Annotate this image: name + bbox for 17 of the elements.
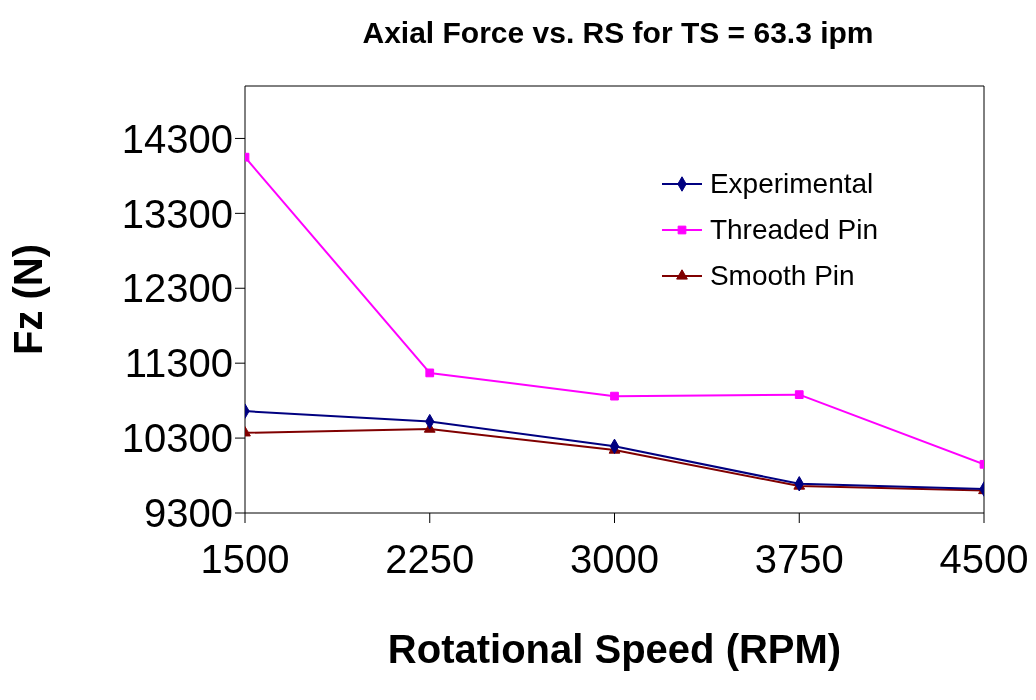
chart-title: Axial Force vs. RS for TS = 63.3 ipm <box>361 16 875 50</box>
y-tick-label: 10300 <box>121 416 233 461</box>
x-tick-label: 1500 <box>200 537 290 582</box>
y-tick-label: 14300 <box>121 116 233 161</box>
x-axis-title: Rotational Speed (RPM) <box>387 627 842 671</box>
legend-label: Smooth Pin <box>709 260 855 292</box>
y-tick-label: 9300 <box>144 491 233 536</box>
y-axis-title: Fz (N) <box>6 243 51 356</box>
x-tick-label: 2250 <box>385 537 475 582</box>
x-tick-label: 3750 <box>754 537 844 582</box>
y-tick-label: 13300 <box>121 191 233 236</box>
legend-label: Experimental <box>709 168 874 200</box>
x-tick-label: 3000 <box>570 537 659 582</box>
legend-label: Threaded Pin <box>709 214 878 246</box>
x-tick-label: 4500 <box>939 537 1029 582</box>
y-tick-label: 11300 <box>124 341 233 386</box>
y-tick-label: 12300 <box>121 266 233 311</box>
